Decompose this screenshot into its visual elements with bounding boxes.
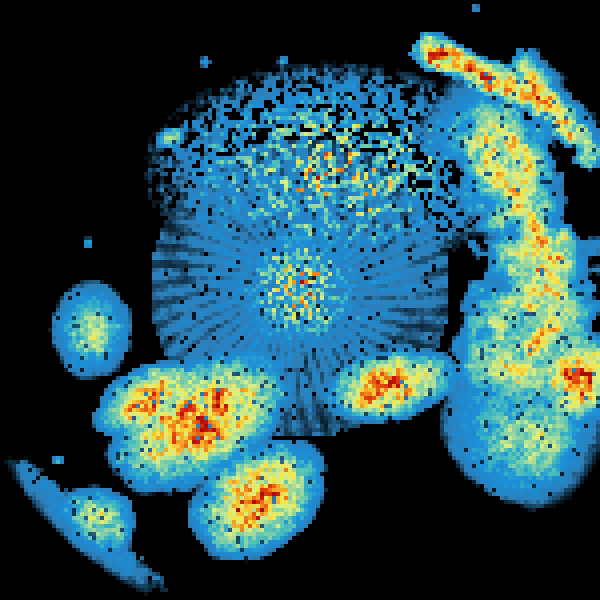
radar-reflectivity-canvas xyxy=(0,0,600,600)
radar-image-viewport xyxy=(0,0,600,600)
